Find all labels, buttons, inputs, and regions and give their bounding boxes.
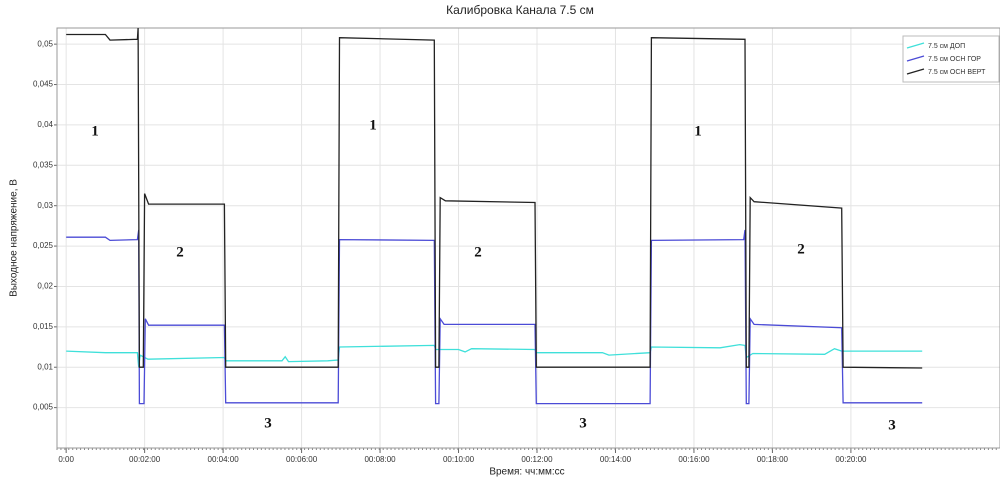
legend: 7.5 см ДОП 7.5 см ОСН ГОР 7.5 см ОСН ВЕРТ (902, 35, 1000, 83)
x-tick-label: 00:14:00 (600, 455, 632, 464)
y-axis-label: Выходное напряжение, В (9, 179, 20, 297)
x-tick-label: 00:12:00 (521, 455, 553, 464)
x-tick-label: 00:02:00 (129, 455, 161, 464)
x-axis-label: Время: чч:мм:сс (489, 467, 564, 478)
annotation: 1 (694, 123, 702, 139)
legend-swatch (906, 68, 925, 75)
y-tick-label: 0,035 (33, 160, 54, 169)
legend-swatch (906, 42, 925, 49)
y-tick-label: 0,03 (37, 201, 53, 210)
legend-label: 7.5 см ОСН ГОР (928, 56, 981, 63)
annotation: 1 (91, 123, 99, 139)
y-tick-label: 0,005 (33, 403, 54, 412)
x-tick-label: 00:18:00 (757, 455, 789, 464)
y-tick-label: 0,01 (37, 362, 53, 371)
chart-title: Калибровка Канала 7.5 см (446, 3, 594, 17)
annotation: 1 (369, 117, 377, 133)
x-tick-label: 00:20:00 (835, 455, 867, 464)
legend-label: 7.5 см ОСН ВЕРТ (928, 69, 986, 76)
series-line (66, 343, 923, 368)
x-tick-label: 00:04:00 (208, 455, 240, 464)
y-tick-label: 0,02 (37, 282, 53, 291)
x-tick-label: 00:10:00 (443, 455, 475, 464)
y-tick-label: 0,045 (33, 80, 54, 89)
annotation: 2 (797, 241, 805, 257)
series-line (66, 229, 923, 405)
y-tick-label: 0,015 (33, 322, 54, 331)
x-tick-label: 00:16:00 (678, 455, 710, 464)
legend-box (902, 35, 1000, 83)
annotation: 3 (579, 415, 587, 431)
x-tick-label: 00:08:00 (364, 455, 396, 464)
annotation: 2 (176, 244, 184, 260)
legend-swatch (906, 55, 925, 62)
plot-frame (56, 27, 1000, 449)
legend-label: 7.5 см ДОП (928, 43, 965, 50)
annotation: 2 (474, 244, 482, 260)
x-tick-label: 0:00 (58, 455, 74, 464)
x-tick-label: 00:06:00 (286, 455, 318, 464)
annotation: 3 (264, 415, 272, 431)
y-tick-label: 0,05 (37, 39, 53, 48)
y-tick-label: 0,04 (37, 120, 53, 129)
y-tick-label: 0,025 (33, 241, 54, 250)
series-line (66, 27, 923, 369)
annotation: 3 (888, 417, 896, 433)
